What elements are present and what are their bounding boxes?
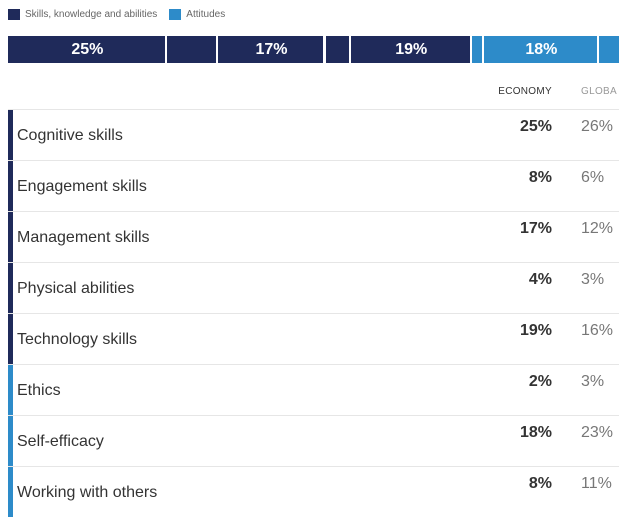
row-label: Management skills bbox=[17, 229, 150, 246]
table-row: Cognitive skills 25% 26% bbox=[8, 109, 619, 160]
legend: Skills, knowledge and abilities Attitudes bbox=[8, 7, 237, 21]
legend-swatch bbox=[8, 8, 20, 20]
global-value: 16% bbox=[581, 322, 614, 339]
economy-value: 2% bbox=[528, 373, 552, 390]
table-row: Engagement skills 8% 6% bbox=[8, 160, 619, 211]
stack-segment bbox=[471, 36, 485, 63]
economy-value: 4% bbox=[528, 271, 552, 288]
row-group-marker bbox=[8, 263, 13, 313]
legend-item: Skills, knowledge and abilities bbox=[8, 8, 158, 20]
stack-segment-label: 17% bbox=[255, 41, 288, 58]
stack-segment-label: 25% bbox=[71, 41, 104, 58]
stack-segment bbox=[325, 36, 351, 63]
row-label: Physical abilities bbox=[17, 280, 135, 297]
row-label: Engagement skills bbox=[17, 178, 147, 195]
row-group-marker bbox=[8, 365, 13, 415]
global-value: 23% bbox=[581, 424, 614, 441]
row-label: Self-efficacy bbox=[17, 433, 104, 450]
table-row: Self-efficacy 18% 23% bbox=[8, 415, 619, 466]
row-label: Working with others bbox=[17, 484, 158, 501]
row-group-marker bbox=[8, 467, 13, 517]
economy-value: 19% bbox=[519, 322, 552, 339]
global-value: 6% bbox=[581, 169, 605, 186]
economy-column-header: ECONOMY bbox=[498, 86, 552, 97]
row-label: Ethics bbox=[17, 382, 61, 399]
global-value: 11% bbox=[581, 475, 612, 492]
legend-item: Attitudes bbox=[169, 8, 226, 20]
economy-value: 8% bbox=[528, 475, 552, 492]
table-row: Technology skills 19% 16% bbox=[8, 313, 619, 364]
stack-segment bbox=[217, 36, 326, 63]
global-value: 12% bbox=[581, 220, 614, 237]
legend-label: Attitudes bbox=[186, 8, 226, 20]
economy-value: 8% bbox=[528, 169, 552, 186]
row-group-marker bbox=[8, 110, 13, 160]
row-group-marker bbox=[8, 161, 13, 211]
table-row: Working with others 8% 11% bbox=[8, 466, 619, 517]
global-value: 26% bbox=[581, 118, 614, 135]
table-row: Physical abilities 4% 3% bbox=[8, 262, 619, 313]
row-label: Technology skills bbox=[17, 331, 138, 348]
economy-value: 18% bbox=[519, 424, 552, 441]
stack-segment bbox=[350, 36, 472, 63]
global-column-header: GLOBA bbox=[581, 86, 617, 97]
stacked-share-bar: 25% 17% 19% 18% bbox=[8, 36, 619, 63]
legend-swatch bbox=[169, 8, 182, 20]
economy-value: 17% bbox=[519, 220, 552, 237]
stack-segment bbox=[8, 36, 167, 63]
stack-segment-label: 18% bbox=[525, 41, 558, 58]
table-row: Management skills 17% 12% bbox=[8, 211, 619, 262]
table-row: Ethics 2% 3% bbox=[8, 364, 619, 415]
stack-segment bbox=[166, 36, 218, 63]
global-value: 3% bbox=[581, 373, 605, 390]
stack-segment-label: 19% bbox=[395, 41, 428, 58]
stack-segment bbox=[484, 36, 599, 63]
row-group-marker bbox=[8, 212, 13, 262]
economy-value: 25% bbox=[519, 118, 552, 135]
row-label: Cognitive skills bbox=[17, 127, 123, 144]
row-group-marker bbox=[8, 314, 13, 364]
global-value: 3% bbox=[581, 271, 605, 288]
legend-label: Skills, knowledge and abilities bbox=[25, 8, 158, 20]
stack-segment bbox=[598, 36, 619, 63]
row-group-marker bbox=[8, 416, 13, 466]
